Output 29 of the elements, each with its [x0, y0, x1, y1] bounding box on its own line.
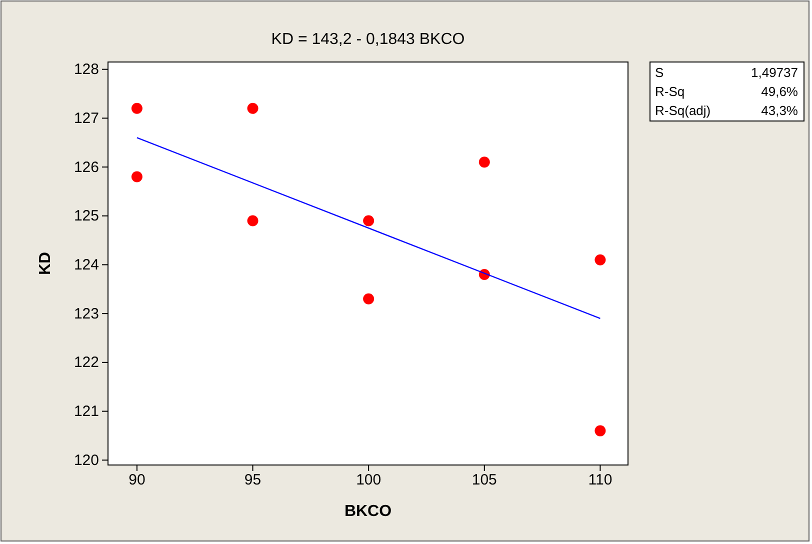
- x-tick-label: 105: [472, 472, 497, 489]
- y-tick-label: 125: [74, 208, 99, 225]
- chart-title: KD = 143,2 - 0,1843 BKCO: [271, 31, 465, 48]
- point: [131, 102, 142, 114]
- text: R-Sq 49,6%: [655, 84, 798, 99]
- y-tick-label: 128: [74, 61, 99, 78]
- y-tick-label: 120: [74, 452, 99, 469]
- text: S 1,49737: [655, 65, 798, 80]
- x-axis-title: BKCO: [344, 503, 392, 520]
- y-tick-label: 127: [74, 110, 99, 127]
- point: [247, 102, 258, 114]
- point: [247, 215, 258, 226]
- y-tick-label: 122: [74, 354, 99, 372]
- point: [594, 254, 606, 266]
- y-tick-label: 126: [74, 158, 99, 176]
- text: R-Sq(adj) 43,3%: [655, 103, 798, 118]
- point: [478, 156, 490, 168]
- y-tick-label: 121: [74, 403, 99, 420]
- x-tick-label: 100: [356, 472, 382, 489]
- x-tick-label: 90: [128, 472, 146, 489]
- x-tick-label: 110: [588, 472, 612, 489]
- point: [363, 293, 374, 304]
- y-axis-title: KD: [37, 252, 54, 276]
- y-tick-label: 124: [74, 256, 99, 274]
- y-tick-label: 123: [74, 305, 99, 322]
- point: [131, 171, 142, 182]
- x-tick-label: 95: [244, 472, 262, 489]
- point: [363, 215, 374, 226]
- point: [594, 425, 606, 436]
